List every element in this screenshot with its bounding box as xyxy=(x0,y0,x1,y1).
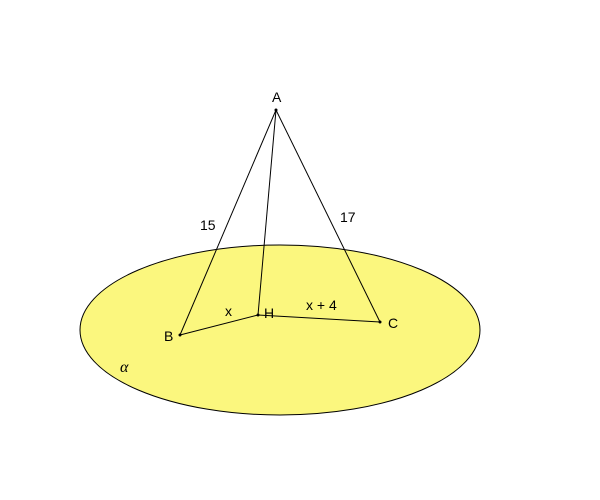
point-B xyxy=(179,334,182,337)
point-label-A: A xyxy=(272,89,282,105)
point-C xyxy=(379,321,382,324)
point-H xyxy=(257,314,260,317)
point-A xyxy=(275,109,278,112)
point-label-B: B xyxy=(164,328,173,344)
edge-label-HC: x + 4 xyxy=(306,297,337,313)
edge-label-BH: x xyxy=(225,303,232,319)
edge-label-AC: 17 xyxy=(340,209,356,225)
edge-label-AB: 15 xyxy=(200,217,216,233)
plane-symbol: α xyxy=(120,359,129,376)
point-label-C: C xyxy=(388,315,398,331)
plane-ellipse xyxy=(80,245,480,415)
geometry-diagram: α 15 17 x x + 4 A B C H xyxy=(0,0,600,500)
point-label-H: H xyxy=(264,305,274,321)
